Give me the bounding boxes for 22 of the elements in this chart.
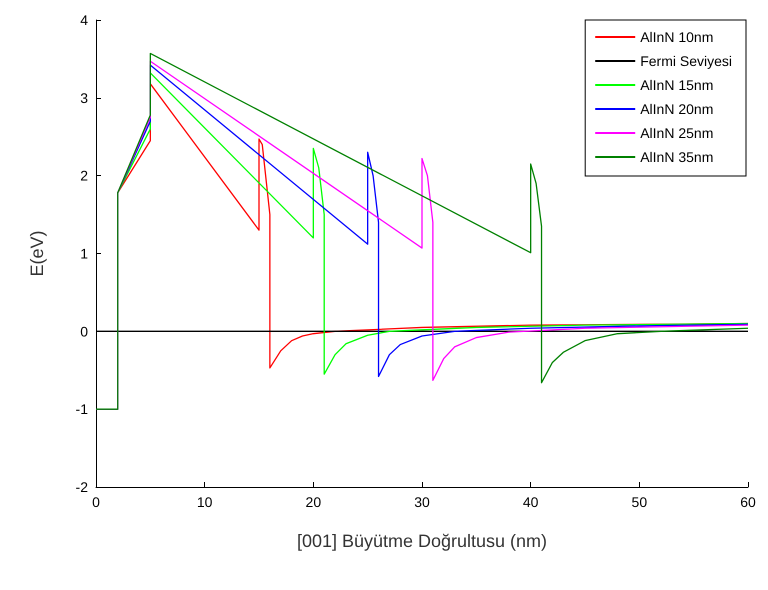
x-tick-label: 20: [306, 494, 322, 510]
y-tick-label: 4: [80, 12, 88, 28]
legend-label: Fermi Seviyesi: [640, 53, 732, 69]
y-tick-label: -1: [76, 401, 88, 418]
x-tick-label: 60: [740, 494, 756, 510]
x-tick-label: 10: [196, 494, 213, 510]
y-tick-label: -2: [76, 479, 88, 495]
legend-label: AlInN 10nm: [640, 29, 714, 45]
y-axis-title: E(eV): [27, 230, 47, 277]
y-tick-label: 2: [80, 168, 88, 184]
legend-label: AlInN 25nm: [640, 125, 714, 141]
x-tick-label: 30: [414, 494, 430, 510]
y-tick-label: 0: [80, 323, 88, 340]
x-tick-label: 40: [522, 494, 539, 510]
x-axis-title: [001] Büyütme Doğrultusu (nm): [296, 531, 548, 551]
y-tick-label: 1: [80, 246, 88, 262]
legend-label: AlInN 20nm: [640, 101, 714, 117]
legend-label: AlInN 15nm: [640, 77, 714, 93]
y-tick-label: 3: [80, 90, 88, 106]
legend-label: AlInN 35nm: [640, 149, 714, 165]
x-tick-label: 50: [632, 494, 648, 510]
x-tick-label: 0: [92, 494, 100, 510]
